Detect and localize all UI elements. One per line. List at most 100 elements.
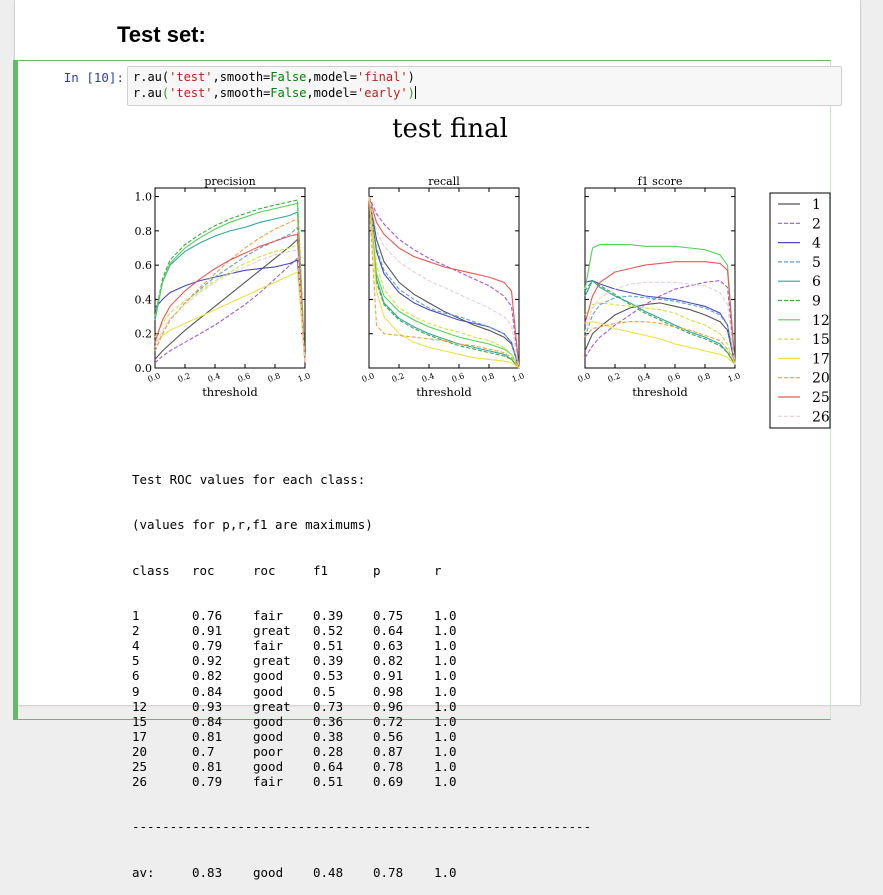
code-token: )	[407, 86, 415, 100]
series-line-9	[584, 279, 736, 365]
report-cell: 0.91	[192, 623, 223, 639]
series-line-6	[584, 279, 736, 365]
chart-panel-0: precision 0.0 0.2 0.4 0.6 0.8 1.0 threshold 0.0 0…	[135, 175, 312, 399]
report-cell: 1.0	[434, 623, 457, 639]
report-cell: 0.82	[192, 668, 223, 684]
chart-panel-2: f1 score 0.0 0.2 0.4 0.6 0.8 1.0 threshold	[577, 175, 742, 399]
header-cell: class	[132, 562, 170, 578]
report-cell: 0.39	[313, 608, 344, 624]
report-cell: poor	[253, 743, 284, 759]
report-cell: 1.0	[434, 698, 457, 714]
report-cell: good	[253, 683, 284, 699]
code-token: (	[161, 86, 170, 100]
x-axis-label: threshold	[202, 385, 258, 399]
header-cell: f1	[313, 562, 329, 578]
report-row: 2 0.91 great 0.52 0.64 1.0	[132, 623, 591, 638]
report-cell: 0.81	[192, 728, 223, 744]
code-token: 'test'	[169, 86, 213, 100]
y-tick-label: 0.4	[135, 293, 153, 306]
x-tick-label: 0.8	[697, 371, 712, 384]
report-cell: 0.79	[192, 638, 223, 654]
report-cell: 0.91	[373, 668, 404, 684]
series-line-5	[368, 196, 520, 369]
series-line-20	[584, 321, 736, 365]
legend-label: 17	[812, 351, 830, 367]
code-token: 'test'	[169, 70, 213, 84]
legend-label: 1	[812, 197, 821, 213]
report-cell: fair	[253, 608, 284, 624]
report-row: 6 0.82 good 0.53 0.91 1.0	[132, 668, 591, 683]
y-tick-label: 0.2	[135, 328, 153, 341]
report-cell: 0.75	[373, 608, 404, 624]
series-line-4	[584, 280, 736, 365]
report-title: Test ROC values for each class:	[132, 472, 366, 488]
series-line-12	[584, 244, 736, 365]
series-line-25	[584, 261, 736, 365]
panel-title: f1 score	[638, 175, 683, 188]
report-cell: 0.81	[192, 758, 223, 774]
report-cell: good	[253, 758, 284, 774]
series-line-12	[154, 202, 306, 363]
report-cell: 0.84	[192, 683, 223, 699]
series-line-15	[584, 302, 736, 365]
x-tick-label: 0.0	[361, 371, 376, 384]
report-cell: good	[253, 728, 284, 744]
series-line-26	[584, 281, 736, 365]
report-subtitle: (values for p,r,f1 are maximums)	[132, 517, 373, 533]
y-tick-label: 0.0	[135, 362, 153, 375]
series-line-26	[154, 249, 306, 363]
report-row: 26 0.79 fair 0.51 0.69 1.0	[132, 774, 591, 789]
x-tick-label: 0.6	[451, 371, 466, 384]
x-tick-label: 1.0	[511, 371, 526, 384]
series-line-26	[368, 196, 520, 369]
series-line-6	[368, 196, 520, 369]
report-cell: good	[253, 713, 284, 729]
x-axis-label: threshold	[632, 385, 688, 399]
code-editor[interactable]: r.au('test',smooth=False,model='final') …	[127, 66, 842, 106]
header-cell: p	[373, 562, 381, 578]
average-cell: 1.0	[434, 864, 457, 880]
average-cell: av:	[132, 864, 155, 880]
report-cell: 0.38	[313, 728, 344, 744]
report-cell: 1.0	[434, 653, 457, 669]
legend-label: 6	[812, 274, 821, 290]
x-tick-label: 0.0	[147, 371, 162, 384]
report-cell: 26	[132, 774, 148, 790]
markdown-heading: Test set:	[117, 22, 206, 47]
legend-label: 25	[812, 390, 830, 406]
legend-label: 20	[812, 371, 830, 387]
code-line[interactable]: r.au('test',smooth=False,model='final')	[133, 70, 415, 84]
x-tick-label: 0.4	[637, 371, 652, 384]
report-row: 4 0.79 fair 0.51 0.63 1.0	[132, 638, 591, 653]
report-cell: 0.56	[373, 728, 404, 744]
code-line[interactable]: r.au('test',smooth=False,model='early')	[133, 86, 416, 100]
report-cell: 25	[132, 758, 148, 774]
text-cursor	[414, 86, 416, 99]
average-cell: 0.83	[192, 864, 223, 880]
series-line-4	[154, 259, 306, 363]
x-axis-label: threshold	[416, 385, 472, 399]
report-cell: fair	[253, 774, 284, 790]
legend-label: 5	[812, 255, 821, 271]
report-cell: 0.84	[192, 713, 223, 729]
plot-area	[584, 187, 736, 369]
report-cell: 1.0	[434, 608, 457, 624]
report-cell: 0.69	[373, 774, 404, 790]
report-cell: 1.0	[434, 743, 457, 759]
cell-prompt: In [10]:	[63, 70, 124, 85]
report-cell: 0.79	[192, 774, 223, 790]
report-cell: good	[253, 668, 284, 684]
report-cell: 1.0	[434, 728, 457, 744]
report-header-row: class roc roc f1 p r	[132, 563, 591, 578]
report-cell: 1.0	[434, 638, 457, 654]
code-token: r.au(	[133, 70, 170, 84]
panel-title: precision	[204, 175, 255, 188]
report-cell: 0.64	[313, 758, 344, 774]
x-tick-label: 0.8	[267, 371, 282, 384]
y-tick-label: 0.8	[135, 225, 153, 238]
series-line-25	[154, 233, 306, 363]
figure: test final precision 0.0 0.2 0.4 0.6 0.8 1.0 th…	[135, 114, 831, 429]
code-token: )	[407, 70, 415, 84]
report-cell: great	[253, 623, 291, 639]
report-cell: 1	[132, 608, 140, 624]
